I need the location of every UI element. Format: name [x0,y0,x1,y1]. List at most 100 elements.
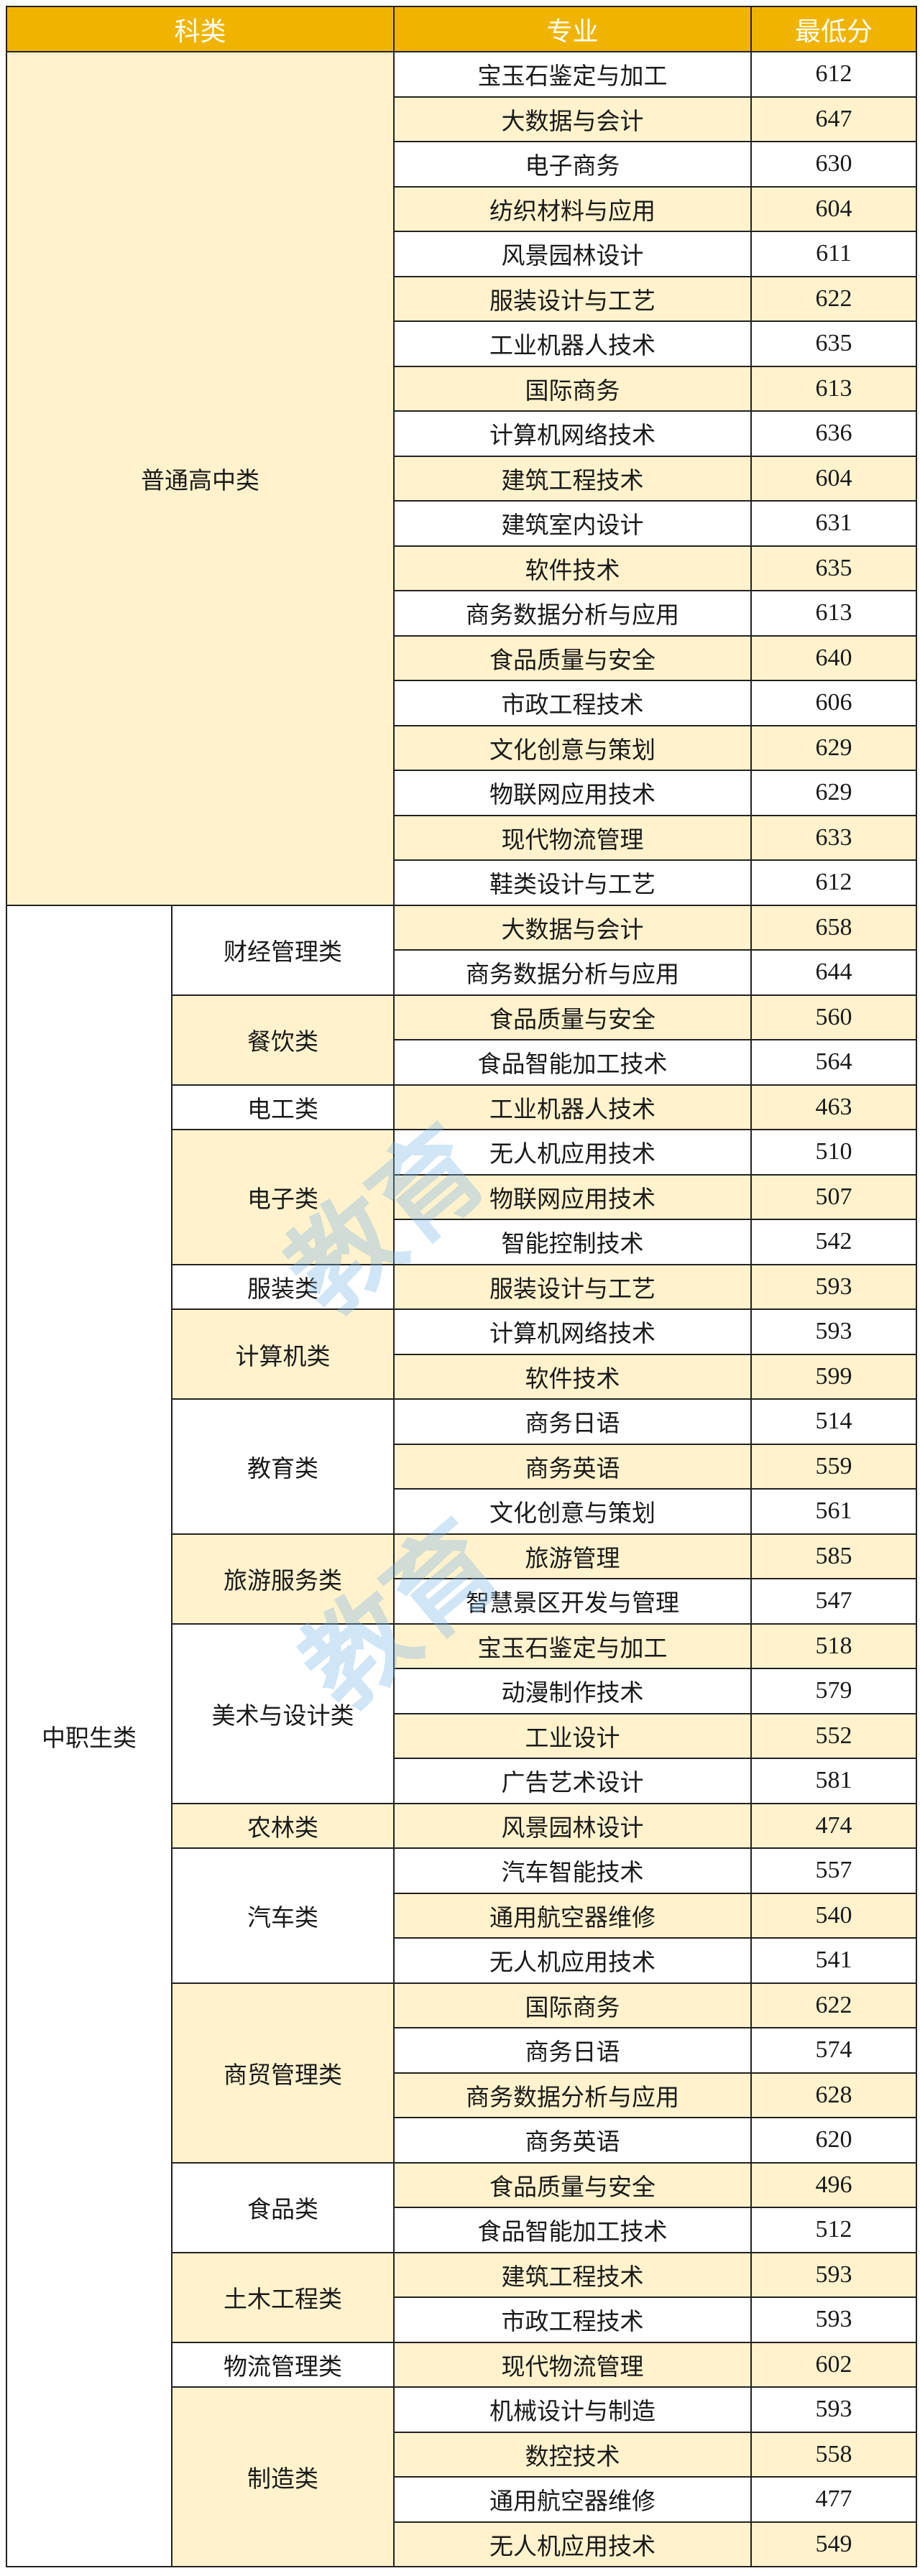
major-cell: 智慧景区开发与管理 [393,1578,753,1625]
subcategory-cell: 汽车类 [170,1847,395,1984]
table-row: 电子商务 630 [6,141,918,188]
subcategory-cell: 旅游服务类 [170,1533,395,1625]
table-row: 美术与设计类 宝玉石鉴定与加工 518 [6,1622,918,1804]
table-row: 无人机应用技术 549 [6,2521,918,2567]
table-row: 食品智能加工技术 564 [6,1039,918,1086]
table-row: 商务数据分析与应用 628 [6,2072,918,2118]
table-row: 商务英语 620 [6,2117,918,2164]
score-cell: 611 [750,231,918,277]
score-cell: 593 [750,1263,918,1310]
major-cell: 食品智能加工技术 [393,2207,753,2253]
major-cell: 宝玉石鉴定与加工 [393,51,753,98]
table-row: 软件技术 635 [6,545,918,591]
table-body: 普通高中类 宝玉石鉴定与加工 612 大数据与会计 647 电子商务 630 纺织材料与应用 6… [5,51,918,2567]
table-row: 文化创意与策划 561 [6,1488,918,1535]
table-row: 旅游服务类 旅游管理 585 [6,1533,918,1625]
major-cell: 工业设计 [393,1712,753,1759]
major-cell: 国际商务 [393,365,753,412]
table-row: 商贸管理类 国际商务 622 [6,1982,918,2164]
major-cell: 文化创意与策划 [393,724,753,771]
major-cell: 商务数据分析与应用 [393,590,753,637]
table-row: 市政工程技术 606 [6,680,918,726]
major-cell: 食品质量与安全 [393,634,753,681]
score-cell: 635 [750,320,918,367]
major-cell: 风景园林设计 [393,1802,753,1849]
subcategory-cell: 商贸管理类 [170,1982,395,2164]
table-row: 物联网应用技术 629 [6,770,918,816]
subcategory-cell: 服装类 [170,1263,395,1310]
score-cell: 599 [750,1353,918,1400]
score-cell: 542 [750,1219,918,1265]
table-row: 纺织材料与应用 604 [6,185,918,232]
header-major: 专业 [393,6,753,52]
score-cell: 635 [750,545,918,591]
score-cell: 540 [750,1892,918,1939]
major-cell: 商务英语 [393,2117,753,2164]
major-cell: 食品质量与安全 [393,994,753,1040]
table-row: 现代物流管理 633 [6,814,918,861]
subcategory-cell: 计算机类 [170,1308,395,1400]
major-cell: 电子商务 [393,141,753,188]
score-cell: 604 [750,185,918,232]
table-row: 制造类 机械设计与制造 593 [6,2386,918,2567]
score-cell: 593 [750,2251,918,2298]
major-cell: 旅游管理 [393,1533,753,1579]
score-cell: 559 [750,1443,918,1490]
score-cell: 463 [750,1084,918,1130]
table-row: 无人机应用技术 541 [6,1937,918,1984]
score-cell: 581 [750,1758,918,1804]
score-cell: 606 [750,680,918,726]
table-row: 大数据与会计 647 [6,96,918,142]
table-row: 服装类 服装设计与工艺 593 [6,1263,918,1310]
major-cell: 建筑工程技术 [393,455,753,502]
table-row: 餐饮类 食品质量与安全 560 [6,994,918,1086]
score-cell: 620 [750,2117,918,2164]
score-cell: 622 [750,1982,918,2028]
subcategory-cell: 农林类 [170,1802,395,1849]
table-row: 工业机器人技术 635 [6,320,918,367]
score-cell: 579 [750,1668,918,1714]
major-cell: 物联网应用技术 [393,770,753,816]
major-cell: 通用航空器维修 [393,1892,753,1939]
score-cell: 631 [750,500,918,547]
table-row: 商务数据分析与应用 613 [6,590,918,637]
table-row: 物流管理类 现代物流管理 602 [6,2341,918,2388]
table-row: 农林类 风景园林设计 474 [6,1802,918,1849]
score-cell: 518 [750,1622,918,1669]
score-cell: 636 [750,410,918,457]
major-cell: 动漫制作技术 [393,1668,753,1714]
major-cell: 计算机网络技术 [393,410,753,457]
table-row: 建筑室内设计 631 [6,500,918,547]
major-cell: 数控技术 [393,2431,753,2478]
score-table: 科类 专业 最低分 普通高中类 宝玉石鉴定与加工 612 大数据与会计 647 电子商务 6… [5,6,918,2567]
major-cell: 宝玉石鉴定与加工 [393,1622,753,1669]
table-row: 服装设计与工艺 622 [6,275,918,322]
major-cell: 无人机应用技术 [393,1937,753,1984]
score-cell: 630 [750,141,918,188]
score-cell: 629 [750,770,918,816]
score-cell: 514 [750,1398,918,1445]
major-cell: 风景园林设计 [393,231,753,277]
score-cell: 585 [750,1533,918,1579]
major-cell: 软件技术 [393,545,753,591]
table-row: 食品智能加工技术 512 [6,2207,918,2253]
score-cell: 622 [750,275,918,322]
table-row: 动漫制作技术 579 [6,1668,918,1714]
score-cell: 658 [750,904,918,951]
score-cell: 507 [750,1173,918,1220]
score-cell: 644 [750,949,918,996]
table-row: 鞋类设计与工艺 612 [6,859,918,906]
score-cell: 574 [750,2027,918,2074]
score-cell: 474 [750,1802,918,1849]
subcategory-cell: 财经管理类 [170,904,395,996]
table-row: 风景园林设计 611 [6,231,918,277]
major-cell: 食品质量与安全 [393,2161,753,2208]
score-cell: 633 [750,814,918,861]
subcategory-cell: 电工类 [170,1084,395,1130]
major-cell: 建筑室内设计 [393,500,753,547]
score-cell: 613 [750,590,918,637]
score-cell: 558 [750,2431,918,2478]
score-cell: 628 [750,2072,918,2118]
score-cell: 560 [750,994,918,1040]
score-cell: 593 [750,1308,918,1355]
